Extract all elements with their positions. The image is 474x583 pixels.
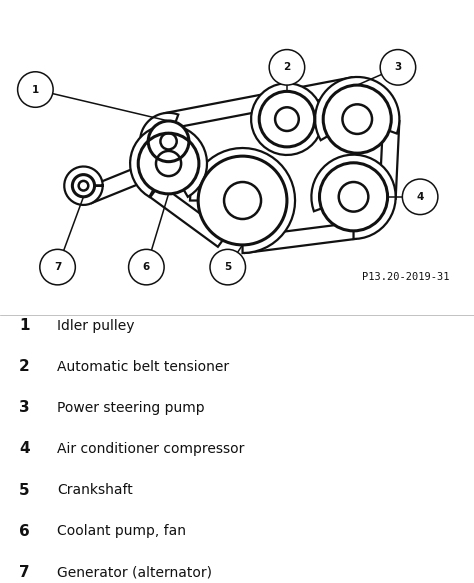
Circle shape bbox=[73, 175, 95, 197]
Circle shape bbox=[40, 250, 75, 285]
Text: 2: 2 bbox=[19, 359, 30, 374]
Polygon shape bbox=[85, 152, 181, 203]
Text: 1: 1 bbox=[19, 318, 29, 333]
Polygon shape bbox=[315, 77, 400, 141]
Circle shape bbox=[18, 72, 53, 107]
Text: 4: 4 bbox=[417, 192, 424, 202]
Circle shape bbox=[319, 163, 388, 231]
Polygon shape bbox=[243, 223, 356, 253]
Text: Idler pulley: Idler pulley bbox=[57, 318, 135, 332]
Circle shape bbox=[138, 133, 199, 194]
Text: Generator (alternator): Generator (alternator) bbox=[57, 566, 212, 580]
Text: P13.20-2019-31: P13.20-2019-31 bbox=[362, 272, 450, 282]
Text: Crankshaft: Crankshaft bbox=[57, 483, 133, 497]
Polygon shape bbox=[130, 125, 207, 197]
Text: 1: 1 bbox=[32, 85, 39, 94]
Circle shape bbox=[259, 92, 315, 147]
Text: 6: 6 bbox=[143, 262, 150, 272]
Polygon shape bbox=[140, 113, 178, 168]
Text: 4: 4 bbox=[19, 441, 29, 456]
Circle shape bbox=[402, 179, 438, 215]
Polygon shape bbox=[251, 83, 323, 155]
Text: Coolant pump, fan: Coolant pump, fan bbox=[57, 524, 186, 538]
Text: 6: 6 bbox=[19, 524, 30, 539]
Text: 7: 7 bbox=[54, 262, 61, 272]
Polygon shape bbox=[150, 184, 228, 247]
Text: Automatic belt tensioner: Automatic belt tensioner bbox=[57, 360, 229, 374]
Circle shape bbox=[128, 250, 164, 285]
Polygon shape bbox=[164, 78, 355, 129]
Circle shape bbox=[269, 50, 305, 85]
Polygon shape bbox=[64, 167, 103, 205]
Text: 3: 3 bbox=[19, 401, 29, 415]
Text: 7: 7 bbox=[19, 565, 29, 580]
Polygon shape bbox=[311, 154, 396, 239]
Polygon shape bbox=[131, 138, 155, 167]
Circle shape bbox=[210, 250, 246, 285]
Polygon shape bbox=[379, 120, 400, 199]
Circle shape bbox=[323, 85, 391, 153]
Circle shape bbox=[198, 156, 287, 245]
Circle shape bbox=[148, 121, 189, 161]
Text: 3: 3 bbox=[394, 62, 401, 72]
Text: 2: 2 bbox=[283, 62, 291, 72]
Text: 5: 5 bbox=[224, 262, 231, 272]
Text: Air conditioner compressor: Air conditioner compressor bbox=[57, 442, 244, 456]
Text: Power steering pump: Power steering pump bbox=[57, 401, 204, 415]
Text: 5: 5 bbox=[19, 483, 29, 497]
Circle shape bbox=[380, 50, 416, 85]
Polygon shape bbox=[190, 148, 295, 253]
